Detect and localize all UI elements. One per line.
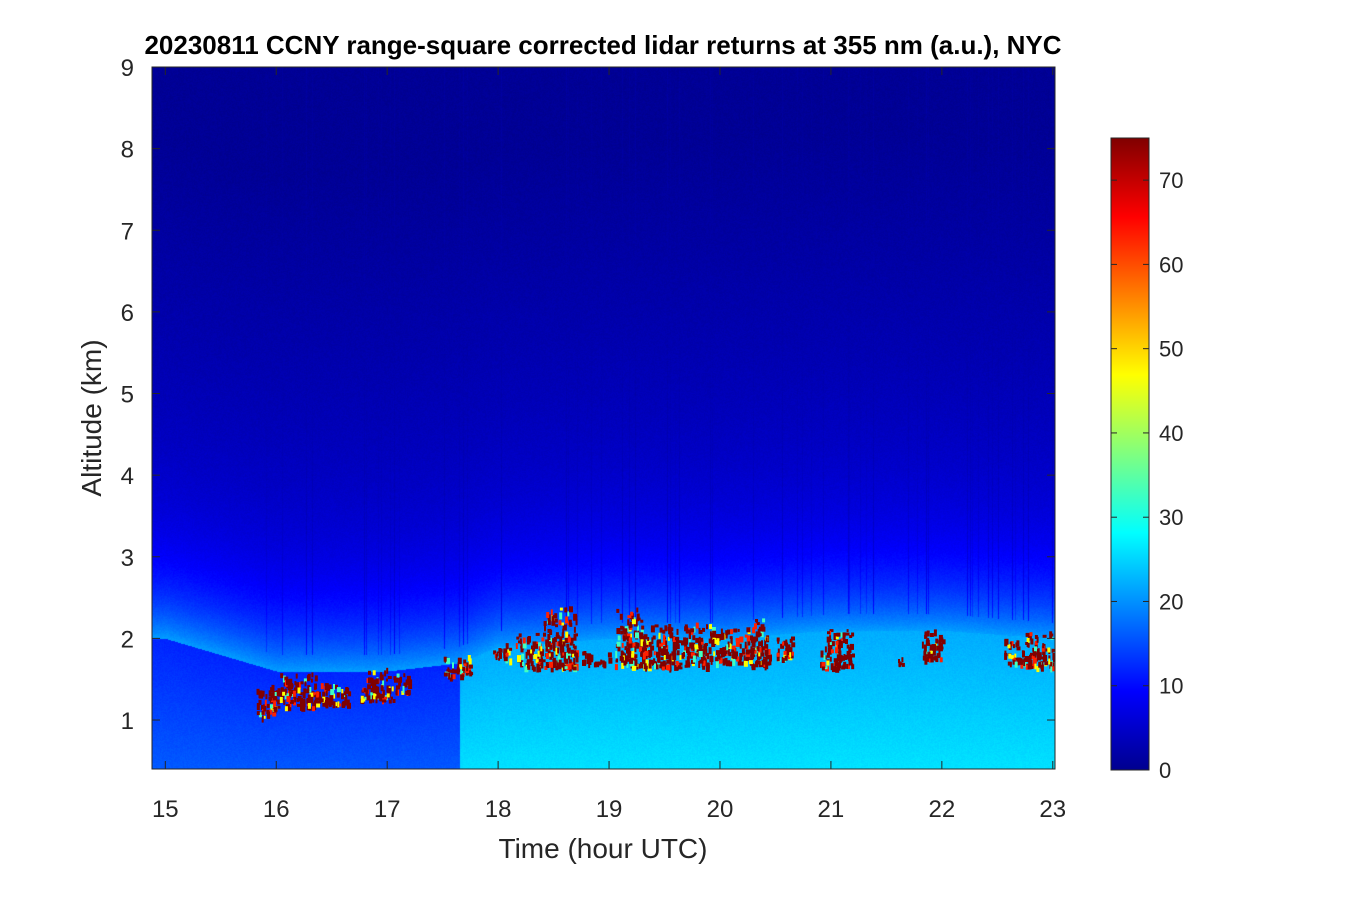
x-tick-label: 18 xyxy=(485,796,512,823)
plot-frame xyxy=(151,66,1056,770)
cloud-segment xyxy=(393,673,413,696)
y-tick-label: 1 xyxy=(121,708,134,735)
colorbar-tick-label: 30 xyxy=(1159,505,1183,530)
y-tick-label: 7 xyxy=(121,218,134,245)
heatmap-area xyxy=(152,67,1055,769)
cloud-segment xyxy=(642,624,684,673)
x-axis-label: Time (hour UTC) xyxy=(499,833,708,864)
cloud-segment xyxy=(360,667,396,705)
cloud-segment xyxy=(614,607,646,671)
cloud-segment xyxy=(820,629,855,673)
cloud-segment xyxy=(515,632,545,673)
colorbar-tick-label: 60 xyxy=(1159,252,1183,277)
colorbar-tick-label: 0 xyxy=(1159,758,1171,783)
cloud-segment xyxy=(921,629,946,665)
y-tick-label: 5 xyxy=(121,382,134,409)
y-tick-label: 6 xyxy=(121,300,134,327)
x-tick-label: 22 xyxy=(928,796,955,823)
cloud-segment xyxy=(898,657,905,668)
y-tick-label: 8 xyxy=(121,137,134,164)
colorbar-tick-label: 40 xyxy=(1159,421,1183,446)
colorbar-tick-label: 70 xyxy=(1159,168,1183,193)
cloud-segment xyxy=(748,618,772,671)
x-tick-label: 20 xyxy=(707,796,734,823)
cloud-segment xyxy=(443,655,474,682)
colorbar-tick-label: 10 xyxy=(1159,674,1183,699)
x-axis: 15 16 17 18 19 20 21 22 23 xyxy=(152,67,1066,823)
x-tick-label: 19 xyxy=(596,796,623,823)
x-tick-label: 17 xyxy=(374,796,401,823)
y-tick-label: 4 xyxy=(121,463,134,490)
y-tick-label: 9 xyxy=(121,55,134,82)
x-tick-label: 16 xyxy=(263,796,290,823)
cloud-segment xyxy=(714,627,751,669)
x-tick-label: 15 xyxy=(152,796,179,823)
cloud-segment xyxy=(681,622,717,672)
cloud-segment xyxy=(279,672,318,712)
x-tick-label: 23 xyxy=(1039,796,1066,823)
cloud-segment xyxy=(315,683,352,709)
cloud-segment xyxy=(582,651,613,669)
cloud-segment xyxy=(776,636,796,663)
chart-title: 20230811 CCNY range-square corrected lid… xyxy=(144,30,1061,60)
colorbar-ticks: 0 10 20 30 40 50 60 70 xyxy=(1111,168,1183,783)
y-axis-label: Altitude (km) xyxy=(76,339,107,496)
colorbar-tick-label: 20 xyxy=(1159,589,1183,614)
cloud-segment xyxy=(542,606,580,673)
cloud-segment xyxy=(1004,638,1029,669)
cloud-returns xyxy=(256,606,1055,723)
x-tick-label: 21 xyxy=(818,796,845,823)
cloud-segment xyxy=(256,684,283,723)
y-tick-label: 2 xyxy=(121,626,134,653)
cloud-segment xyxy=(493,643,513,666)
y-axis: 1 2 3 4 5 6 7 8 9 xyxy=(121,55,1055,735)
colorbar xyxy=(1110,137,1150,771)
colorbar-tick-label: 50 xyxy=(1159,337,1183,362)
y-tick-label: 3 xyxy=(121,545,134,572)
